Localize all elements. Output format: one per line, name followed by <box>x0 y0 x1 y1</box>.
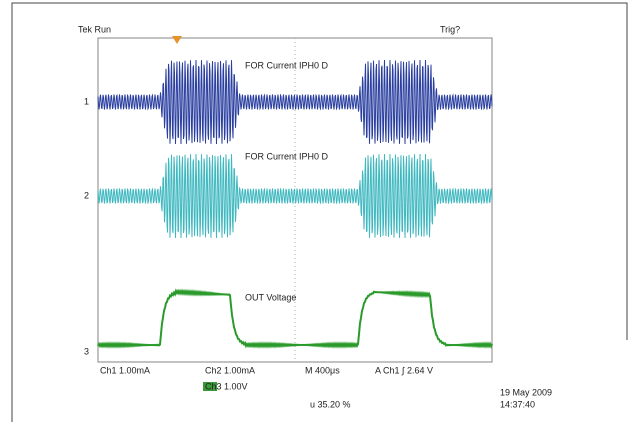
screenshot: Tek Run Trig? 1 2 3 FOR Current IPH0 D F… <box>0 0 643 422</box>
ch1-label: FOR Current IPH0 D <box>245 60 329 70</box>
date: 19 May 2009 <box>500 387 552 397</box>
ch3-label: OUT Voltage <box>245 292 296 302</box>
ch3-scale: Ch3 1.00V <box>205 381 248 391</box>
ch3-marker: 3 <box>84 346 89 356</box>
time: 14:37:40 <box>500 399 535 409</box>
measurement: u 35.20 % <box>310 399 351 409</box>
ch1-scale: Ch1 1.00mA <box>100 365 150 375</box>
ch2-scale: Ch2 1.00mA <box>205 365 255 375</box>
ch1-marker: 1 <box>84 96 89 106</box>
trigger-readout: A Ch1 ∫ 2.64 V <box>375 365 433 375</box>
timebase: M 400μs <box>305 365 340 375</box>
ch2-marker: 2 <box>84 190 89 200</box>
trigger-state: Trig? <box>440 24 460 34</box>
ch2-label: FOR Current IPH0 D <box>245 151 329 161</box>
run-state: Tek Run <box>78 24 111 34</box>
